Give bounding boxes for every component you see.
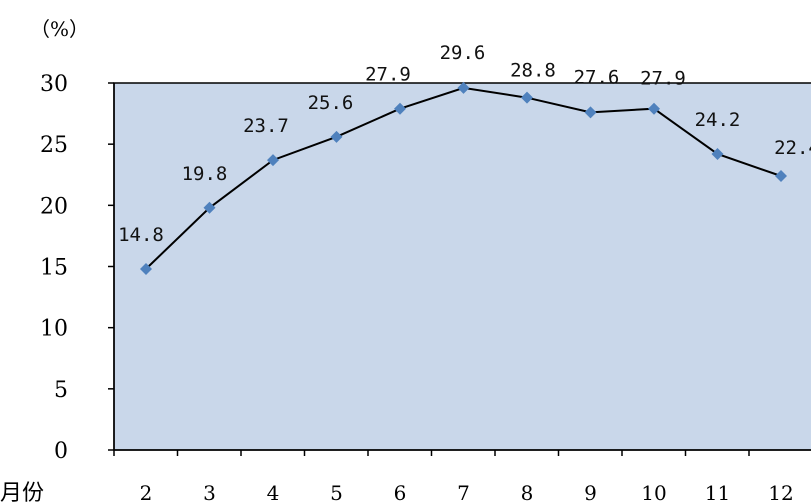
data-labels: 14.8 19.8 23.7 25.6 27.9 29.6 28.8 27.6 27.9 24.2… [118,42,811,246]
data-point-marker [203,201,216,214]
y-tick-label: 5 [54,378,68,403]
y-tick-label: 15 [40,256,68,281]
data-label: 22.4 [774,137,811,159]
data-label: 27.9 [365,64,411,86]
data-point-marker [140,262,152,275]
x-tick-label: 11 [705,481,730,504]
x-tick-label: 2 [140,481,153,504]
data-label: 25.6 [308,92,354,114]
x-tick-label: 9 [584,481,597,504]
x-tick-label: 6 [394,481,407,504]
data-point-marker [521,91,533,104]
x-tick-label: 5 [330,481,343,504]
data-point-marker [457,81,470,94]
data-label: 19.8 [182,163,228,185]
y-tick-label: 0 [54,439,68,464]
x-axis: 2 3 4 5 6 7 8 9 10 11 12 [113,449,811,504]
x-tick-label: 3 [203,481,216,504]
data-label: 28.8 [510,60,556,82]
x-tick-label: 4 [267,481,280,504]
x-tick-label: 8 [521,481,534,504]
data-point-marker [584,106,597,119]
x-tick-label: 12 [768,481,793,504]
x-tick-label: 10 [641,481,666,504]
data-label: 23.7 [243,115,289,137]
y-unit-label: （%） [30,17,89,41]
data-label: 29.6 [440,42,486,64]
plot-area [113,82,811,451]
y-axis: 0 5 10 15 20 25 30 [40,72,115,464]
x-axis-title: 月份 [0,481,44,504]
data-label: 14.8 [118,224,164,246]
data-label: 27.6 [574,66,620,88]
data-point-marker [330,130,343,143]
data-label: 27.9 [640,68,686,90]
data-point-marker [711,147,724,160]
data-point-marker [267,154,279,167]
x-tick-label: 7 [457,481,470,504]
data-point-marker [648,102,660,115]
y-tick-label: 10 [40,317,68,342]
data-point-marker [775,169,787,182]
y-tick-label: 25 [40,133,68,158]
y-tick-label: 30 [40,72,68,97]
data-point-marker [394,102,406,115]
y-tick-label: 20 [40,194,68,219]
data-label: 24.2 [695,109,741,131]
series-markers [140,81,787,275]
